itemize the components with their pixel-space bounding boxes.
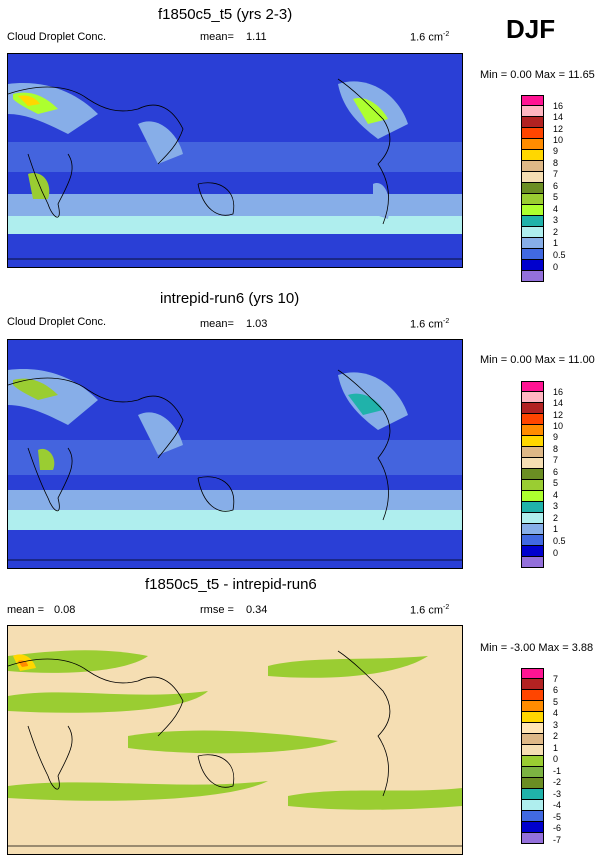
panel-3-tick: 7 [553,674,559,684]
panel-3-tick: 0 [553,754,559,764]
panel-3-mean-label: mean = [7,604,44,616]
panel-3-tick: -1 [553,766,562,776]
panel-2-mean-label: mean= [200,318,234,330]
panel-2-colorbar [521,381,544,568]
panel-2-tick: 14 [553,398,564,408]
panel-3-tick: -2 [553,777,562,787]
panel-2-tick: 4 [553,490,559,500]
panel-3-tick: 2 [553,731,559,741]
panel-1-title: f1850c5_t5 (yrs 2-3) [158,6,293,23]
panel-1-tick: 0.5 [553,250,566,260]
panel-2-tick: 1 [553,524,559,534]
panel-1-tick: 10 [553,135,564,145]
panel-3-tick: -5 [553,812,562,822]
panel-3-tick: -4 [553,800,562,810]
panel-1-tick: 7 [553,169,559,179]
panel-1-tick: 3 [553,215,559,225]
panel-3-tick: 6 [553,685,559,695]
panel-2-tick: 3 [553,501,559,511]
panel-2-tick: 0.5 [553,536,566,546]
panel-2-tick: 12 [553,410,564,420]
panel-3-title: f1850c5_t5 - intrepid-run6 [145,576,317,593]
panel-1-tick: 5 [553,192,559,202]
season-label: DJF [506,14,556,44]
panel-1-tick: 12 [553,124,564,134]
panel-2-tick: 16 [553,387,564,397]
panel-1-tick: 4 [553,204,559,214]
panel-3-rmse-value: 0.34 [246,604,268,616]
panel-1-minmax: Min = 0.00 Max = 11.65 [480,69,595,81]
panel-1-tick: 0 [553,262,559,272]
panel-3-rmse-label: rmse = [200,604,234,616]
panel-1-tick: 1 [553,238,559,248]
panel-3-minmax: Min = -3.00 Max = 3.88 [480,642,594,654]
panel-2-title: intrepid-run6 (yrs 10) [160,290,300,307]
panel-1-mean-label: mean= [200,31,234,43]
panel-2-minmax: Min = 0.00 Max = 11.00 [480,354,595,366]
panel-2-tick: 10 [553,421,564,431]
panel-3-mean-value: 0.08 [54,604,76,616]
panel-2-variable-label: Cloud Droplet Conc. [7,316,107,328]
panel-1-mean-value: 1.11 [246,31,267,43]
panel-2-tick: 0 [553,548,559,558]
panel-1-tick: 2 [553,227,559,237]
panel-3-tick: -6 [553,823,562,833]
panel-1-map [7,53,463,268]
panel-3-tick: 5 [553,697,559,707]
panel-3-colorbar [521,668,544,844]
panel-1-tick: 6 [553,181,559,191]
panel-2-tick: 2 [553,513,559,523]
panel-3-tick: -3 [553,789,562,799]
panel-1-units: 1.6 cm-2 [410,31,450,44]
panel-2-tick: 9 [553,432,559,442]
panel-1-tick: 9 [553,146,559,156]
panel-2-tick: 5 [553,478,559,488]
panel-3-tick: 4 [553,708,559,718]
panel-3-map [7,625,463,855]
panel-3-tick: 3 [553,720,559,730]
panel-3-tick: -7 [553,835,562,845]
panel-2-tick: 8 [553,444,559,454]
panel-1-tick: 14 [553,112,564,122]
panel-2-tick: 7 [553,455,559,465]
panel-2-tick: 6 [553,467,559,477]
panel-2-map [7,339,463,569]
panel-1-variable-label: Cloud Droplet Conc. [7,31,107,43]
panel-3-tick: 1 [553,743,559,753]
panel-2-units: 1.6 cm-2 [410,318,450,331]
panel-3-units: 1.6 cm-2 [410,604,450,617]
panel-1-tick: 16 [553,101,564,111]
panel-1-tick: 8 [553,158,559,168]
panel-1-colorbar [521,95,544,282]
panel-2-mean-value: 1.03 [246,318,268,330]
